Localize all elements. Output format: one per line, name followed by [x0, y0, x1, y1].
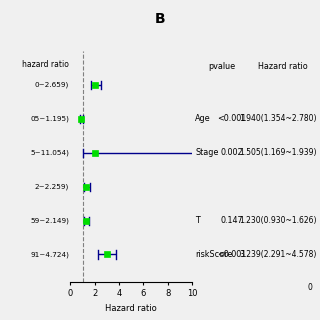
Text: riskScore: riskScore [195, 250, 233, 259]
Text: 3.239(2.291~4.578): 3.239(2.291~4.578) [239, 250, 317, 259]
Text: 1.505(1.169~1.939): 1.505(1.169~1.939) [239, 148, 317, 157]
Text: Hazard ratio: Hazard ratio [258, 62, 308, 71]
Text: 1.230(0.930~1.626): 1.230(0.930~1.626) [239, 216, 317, 225]
Text: B: B [155, 12, 165, 26]
Text: pvalue: pvalue [208, 62, 236, 71]
Text: Age: Age [195, 115, 211, 124]
Text: T: T [195, 216, 200, 225]
Text: 5~11.054): 5~11.054) [30, 149, 69, 156]
Text: 59~2.149): 59~2.149) [30, 217, 69, 224]
Text: 1.940(1.354~2.780): 1.940(1.354~2.780) [239, 115, 317, 124]
Text: 05~1.195): 05~1.195) [30, 116, 69, 122]
Text: 91~4.724): 91~4.724) [30, 251, 69, 258]
Text: <0.001: <0.001 [217, 115, 246, 124]
Text: 0~2.659): 0~2.659) [35, 82, 69, 88]
X-axis label: Hazard ratio: Hazard ratio [105, 304, 157, 313]
Text: 0.147: 0.147 [220, 216, 243, 225]
Text: Stage: Stage [195, 148, 219, 157]
Text: <0.001: <0.001 [217, 250, 246, 259]
Text: 2~2.259): 2~2.259) [35, 183, 69, 190]
Text: 0: 0 [308, 284, 313, 292]
Text: 0.002: 0.002 [220, 148, 243, 157]
Text: hazard ratio: hazard ratio [22, 60, 69, 69]
